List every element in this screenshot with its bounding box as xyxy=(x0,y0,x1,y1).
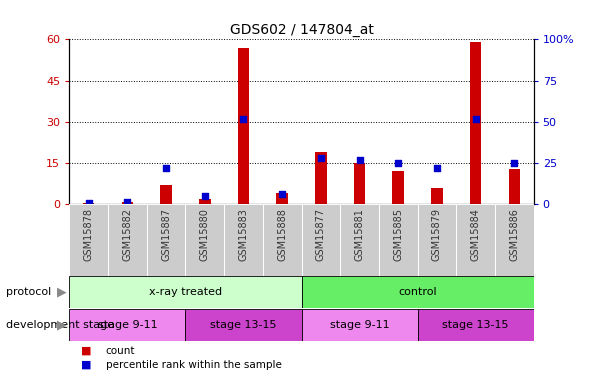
Bar xyxy=(417,204,456,276)
Point xyxy=(432,165,442,171)
Bar xyxy=(69,276,302,308)
Point xyxy=(84,200,93,206)
Point xyxy=(355,157,364,163)
Bar xyxy=(186,204,224,276)
Bar xyxy=(470,42,481,204)
Text: GSM15879: GSM15879 xyxy=(432,208,442,261)
Point xyxy=(239,116,248,122)
Point xyxy=(122,199,132,205)
Text: stage 9-11: stage 9-11 xyxy=(330,320,390,330)
Text: GSM15880: GSM15880 xyxy=(200,208,210,261)
Text: count: count xyxy=(106,346,135,356)
Point xyxy=(316,155,326,161)
Point xyxy=(200,193,210,199)
Bar xyxy=(160,185,172,204)
Bar xyxy=(147,204,186,276)
Point xyxy=(161,165,171,171)
Point xyxy=(393,160,403,166)
Title: GDS602 / 147804_at: GDS602 / 147804_at xyxy=(230,23,373,37)
Bar xyxy=(69,204,108,276)
Text: GSM15877: GSM15877 xyxy=(316,208,326,261)
Text: GSM15881: GSM15881 xyxy=(355,208,365,261)
Point xyxy=(471,116,481,122)
Point xyxy=(277,192,287,198)
Bar xyxy=(302,276,534,308)
Bar xyxy=(238,48,249,204)
Bar xyxy=(108,204,147,276)
Point xyxy=(510,160,519,166)
Bar xyxy=(379,204,417,276)
Bar xyxy=(69,309,186,341)
Text: GSM15886: GSM15886 xyxy=(510,208,519,261)
Bar xyxy=(263,204,302,276)
Bar xyxy=(122,202,133,204)
Bar xyxy=(276,194,288,204)
Bar xyxy=(393,171,404,204)
Bar xyxy=(354,163,365,204)
Text: GSM15878: GSM15878 xyxy=(84,208,93,261)
Text: GSM15882: GSM15882 xyxy=(122,208,133,261)
Bar xyxy=(186,309,302,341)
Text: GSM15884: GSM15884 xyxy=(470,208,481,261)
Text: development stage: development stage xyxy=(6,320,114,330)
Text: ▶: ▶ xyxy=(57,285,67,298)
Bar xyxy=(456,204,495,276)
Text: stage 13-15: stage 13-15 xyxy=(210,320,277,330)
Text: GSM15887: GSM15887 xyxy=(161,208,171,261)
Text: ▶: ▶ xyxy=(57,319,67,332)
Bar xyxy=(199,199,210,204)
Bar xyxy=(315,152,327,204)
Bar xyxy=(417,309,534,341)
Text: x-ray treated: x-ray treated xyxy=(149,286,222,297)
Bar xyxy=(83,203,95,204)
Text: stage 13-15: stage 13-15 xyxy=(443,320,509,330)
Text: ■: ■ xyxy=(81,346,92,356)
Text: protocol: protocol xyxy=(6,286,51,297)
Text: GSM15885: GSM15885 xyxy=(393,208,403,261)
Text: GSM15883: GSM15883 xyxy=(238,208,248,261)
Bar xyxy=(224,204,263,276)
Bar xyxy=(431,188,443,204)
Text: ■: ■ xyxy=(81,360,92,370)
Bar xyxy=(508,169,520,204)
Bar xyxy=(495,204,534,276)
Bar xyxy=(302,309,417,341)
Bar xyxy=(340,204,379,276)
Text: control: control xyxy=(398,286,437,297)
Text: GSM15888: GSM15888 xyxy=(277,208,287,261)
Text: stage 9-11: stage 9-11 xyxy=(98,320,157,330)
Text: percentile rank within the sample: percentile rank within the sample xyxy=(106,360,282,370)
Bar xyxy=(302,204,340,276)
